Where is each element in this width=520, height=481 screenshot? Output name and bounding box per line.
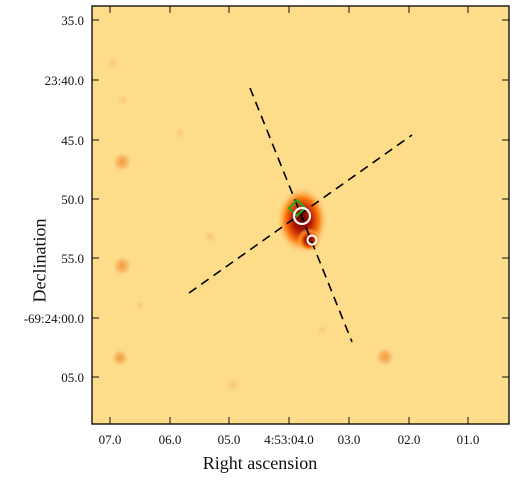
- y-tick-label: -69:24:00.0: [23, 311, 84, 326]
- x-tick-label: 07.0: [98, 432, 122, 447]
- x-axis-title: Right ascension: [202, 453, 318, 473]
- y-tick-label: 35.0: [61, 13, 84, 28]
- y-tick-label: 23:40.0: [44, 73, 84, 88]
- circle-marker-secondary: [306, 234, 318, 246]
- y-ticks: [92, 19, 509, 378]
- y-tick-label: 45.0: [61, 133, 84, 148]
- x-tick-label: 01.0: [456, 432, 480, 447]
- field-source: [116, 93, 130, 107]
- x-ticks: [109, 6, 469, 424]
- field-source: [316, 324, 328, 336]
- circle-marker-main: [292, 206, 312, 226]
- x-tick-label: 05.0: [217, 432, 241, 447]
- x-tick-label: 06.0: [158, 432, 182, 447]
- dashed-line-1: [249, 87, 353, 343]
- plot-frame: [91, 5, 510, 425]
- x-tick-label: 02.0: [397, 432, 421, 447]
- field-source: [375, 347, 395, 367]
- y-axis-title: Declination: [29, 218, 50, 303]
- y-tick-label: 05.0: [61, 370, 84, 385]
- field-source: [202, 229, 218, 245]
- field-source: [224, 376, 242, 394]
- field-source: [112, 256, 132, 276]
- y-tick-label: 50.0: [61, 192, 84, 207]
- x-tick-label: 03.0: [337, 432, 361, 447]
- field-source: [105, 55, 121, 71]
- field-source: [112, 152, 132, 172]
- field-source: [111, 349, 129, 367]
- secondary-source: [297, 228, 321, 252]
- diamond-marker: [287, 198, 307, 218]
- x-tick-label: 4:53:04.0: [264, 432, 314, 447]
- sources: [105, 55, 413, 394]
- field-source: [173, 126, 187, 140]
- field-source: [134, 299, 146, 311]
- dashed-line-2: [188, 134, 413, 294]
- y-tick-label: 55.0: [61, 251, 84, 266]
